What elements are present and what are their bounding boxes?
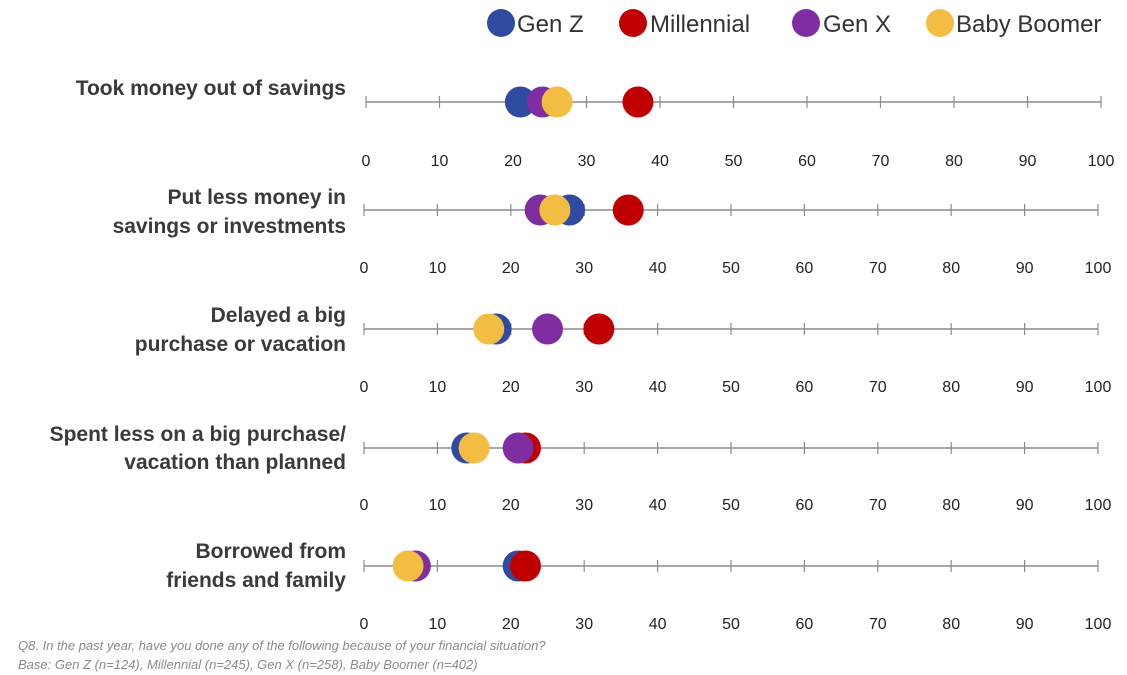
tick-label: 50 (722, 379, 740, 396)
tick-label: 100 (1085, 260, 1112, 277)
legend-marker-baby-boomer (926, 9, 954, 37)
tick-label: 10 (429, 616, 447, 633)
tick-label: 50 (722, 616, 740, 633)
tick-label: 10 (429, 260, 447, 277)
data-point-baby-boomer (392, 550, 424, 582)
tick-label: 100 (1088, 153, 1115, 170)
tick-label: 80 (945, 153, 963, 170)
tick-label: 100 (1085, 616, 1112, 633)
tick-label: 0 (360, 379, 369, 396)
tick-label: 20 (502, 497, 520, 514)
data-point-baby-boomer (539, 194, 571, 226)
tick-label: 100 (1085, 497, 1112, 514)
tick-label: 30 (575, 260, 593, 277)
row-4: Spent less on a big purchase/vacation th… (50, 423, 1112, 514)
tick-label: 0 (362, 153, 371, 170)
tick-label: 60 (796, 497, 814, 514)
tick-label: 60 (796, 616, 814, 633)
data-point-millennial (509, 550, 541, 582)
legend-label-gen-x: Gen X (823, 11, 891, 38)
tick-label: 10 (431, 153, 449, 170)
tick-label: 20 (502, 260, 520, 277)
tick-label: 0 (360, 616, 369, 633)
tick-label: 40 (649, 497, 667, 514)
tick-label: 90 (1016, 260, 1034, 277)
tick-label: 70 (869, 616, 887, 633)
tick-label: 40 (651, 153, 669, 170)
category-label: Borrowed from (195, 540, 346, 563)
tick-label: 20 (502, 616, 520, 633)
tick-label: 90 (1016, 379, 1034, 396)
tick-label: 60 (796, 260, 814, 277)
legend-marker-gen-z (487, 9, 515, 37)
legend-marker-millennial (619, 9, 647, 37)
tick-label: 90 (1019, 153, 1037, 170)
tick-label: 70 (869, 497, 887, 514)
tick-label: 90 (1016, 616, 1034, 633)
legend-label-millennial: Millennial (650, 11, 750, 38)
tick-label: 60 (796, 379, 814, 396)
category-label: vacation than planned (124, 451, 346, 474)
footnote-base: Base: Gen Z (n=124), Millennial (n=245),… (18, 657, 478, 672)
row-2: Put less money in savings or investments 0… (113, 186, 1112, 277)
data-point-millennial (612, 194, 644, 226)
tick-label: 90 (1016, 497, 1034, 514)
category-label: purchase or vacation (135, 333, 346, 356)
data-point-gen-z (504, 86, 536, 118)
legend-label-gen-z: Gen Z (517, 11, 584, 38)
category-label: Took money out of savings (76, 77, 346, 100)
footnote-question: Q8. In the past year, have you done any … (18, 638, 546, 653)
tick-label: 0 (360, 497, 369, 514)
tick-label: 100 (1085, 379, 1112, 396)
legend-marker-gen-x (792, 9, 820, 37)
tick-label: 10 (429, 497, 447, 514)
category-label: friends and family (166, 569, 346, 592)
tick-label: 30 (575, 616, 593, 633)
data-point-millennial (583, 313, 615, 345)
tick-label: 30 (575, 497, 593, 514)
row-3: Delayed a big purchase or vacation 0 10 20 30… (135, 304, 1112, 396)
category-label: Spent less on a big purchase/ (50, 423, 347, 446)
tick-label: 0 (360, 260, 369, 277)
tick-label: 80 (942, 379, 960, 396)
category-label: savings or investments (113, 215, 346, 238)
tick-label: 40 (649, 379, 667, 396)
data-point-baby-boomer (473, 313, 505, 345)
tick-label: 30 (575, 379, 593, 396)
legend: Gen Z Millennial Gen X Baby Boomer (487, 9, 1101, 38)
category-label: Put less money in (167, 186, 346, 209)
row-1: Took money out of savings 0 10 20 30 40 50 60 70… (76, 77, 1115, 170)
tick-label: 30 (578, 153, 596, 170)
tick-label: 40 (649, 260, 667, 277)
tick-label: 70 (869, 260, 887, 277)
legend-label-baby-boomer: Baby Boomer (956, 11, 1101, 38)
data-point-baby-boomer (541, 86, 573, 118)
tick-label: 60 (798, 153, 816, 170)
tick-label: 20 (502, 379, 520, 396)
data-point-baby-boomer (458, 432, 490, 464)
data-point-millennial (622, 86, 654, 118)
data-point-gen-x (502, 432, 534, 464)
tick-label: 70 (872, 153, 890, 170)
tick-label: 50 (722, 260, 740, 277)
chart-rows: Took money out of savings 0 10 20 30 40 50 60 70… (50, 77, 1115, 633)
tick-label: 50 (725, 153, 743, 170)
tick-label: 80 (942, 497, 960, 514)
tick-label: 70 (869, 379, 887, 396)
tick-label: 10 (429, 379, 447, 396)
data-point-gen-x (532, 313, 563, 345)
tick-label: 80 (942, 260, 960, 277)
tick-label: 50 (722, 497, 740, 514)
category-label: Delayed a big (211, 304, 346, 327)
tick-label: 80 (942, 616, 960, 633)
tick-label: 20 (504, 153, 522, 170)
tick-label: 40 (649, 616, 667, 633)
row-5: Borrowed from friends and family 0 10 20 30 40… (166, 540, 1111, 633)
